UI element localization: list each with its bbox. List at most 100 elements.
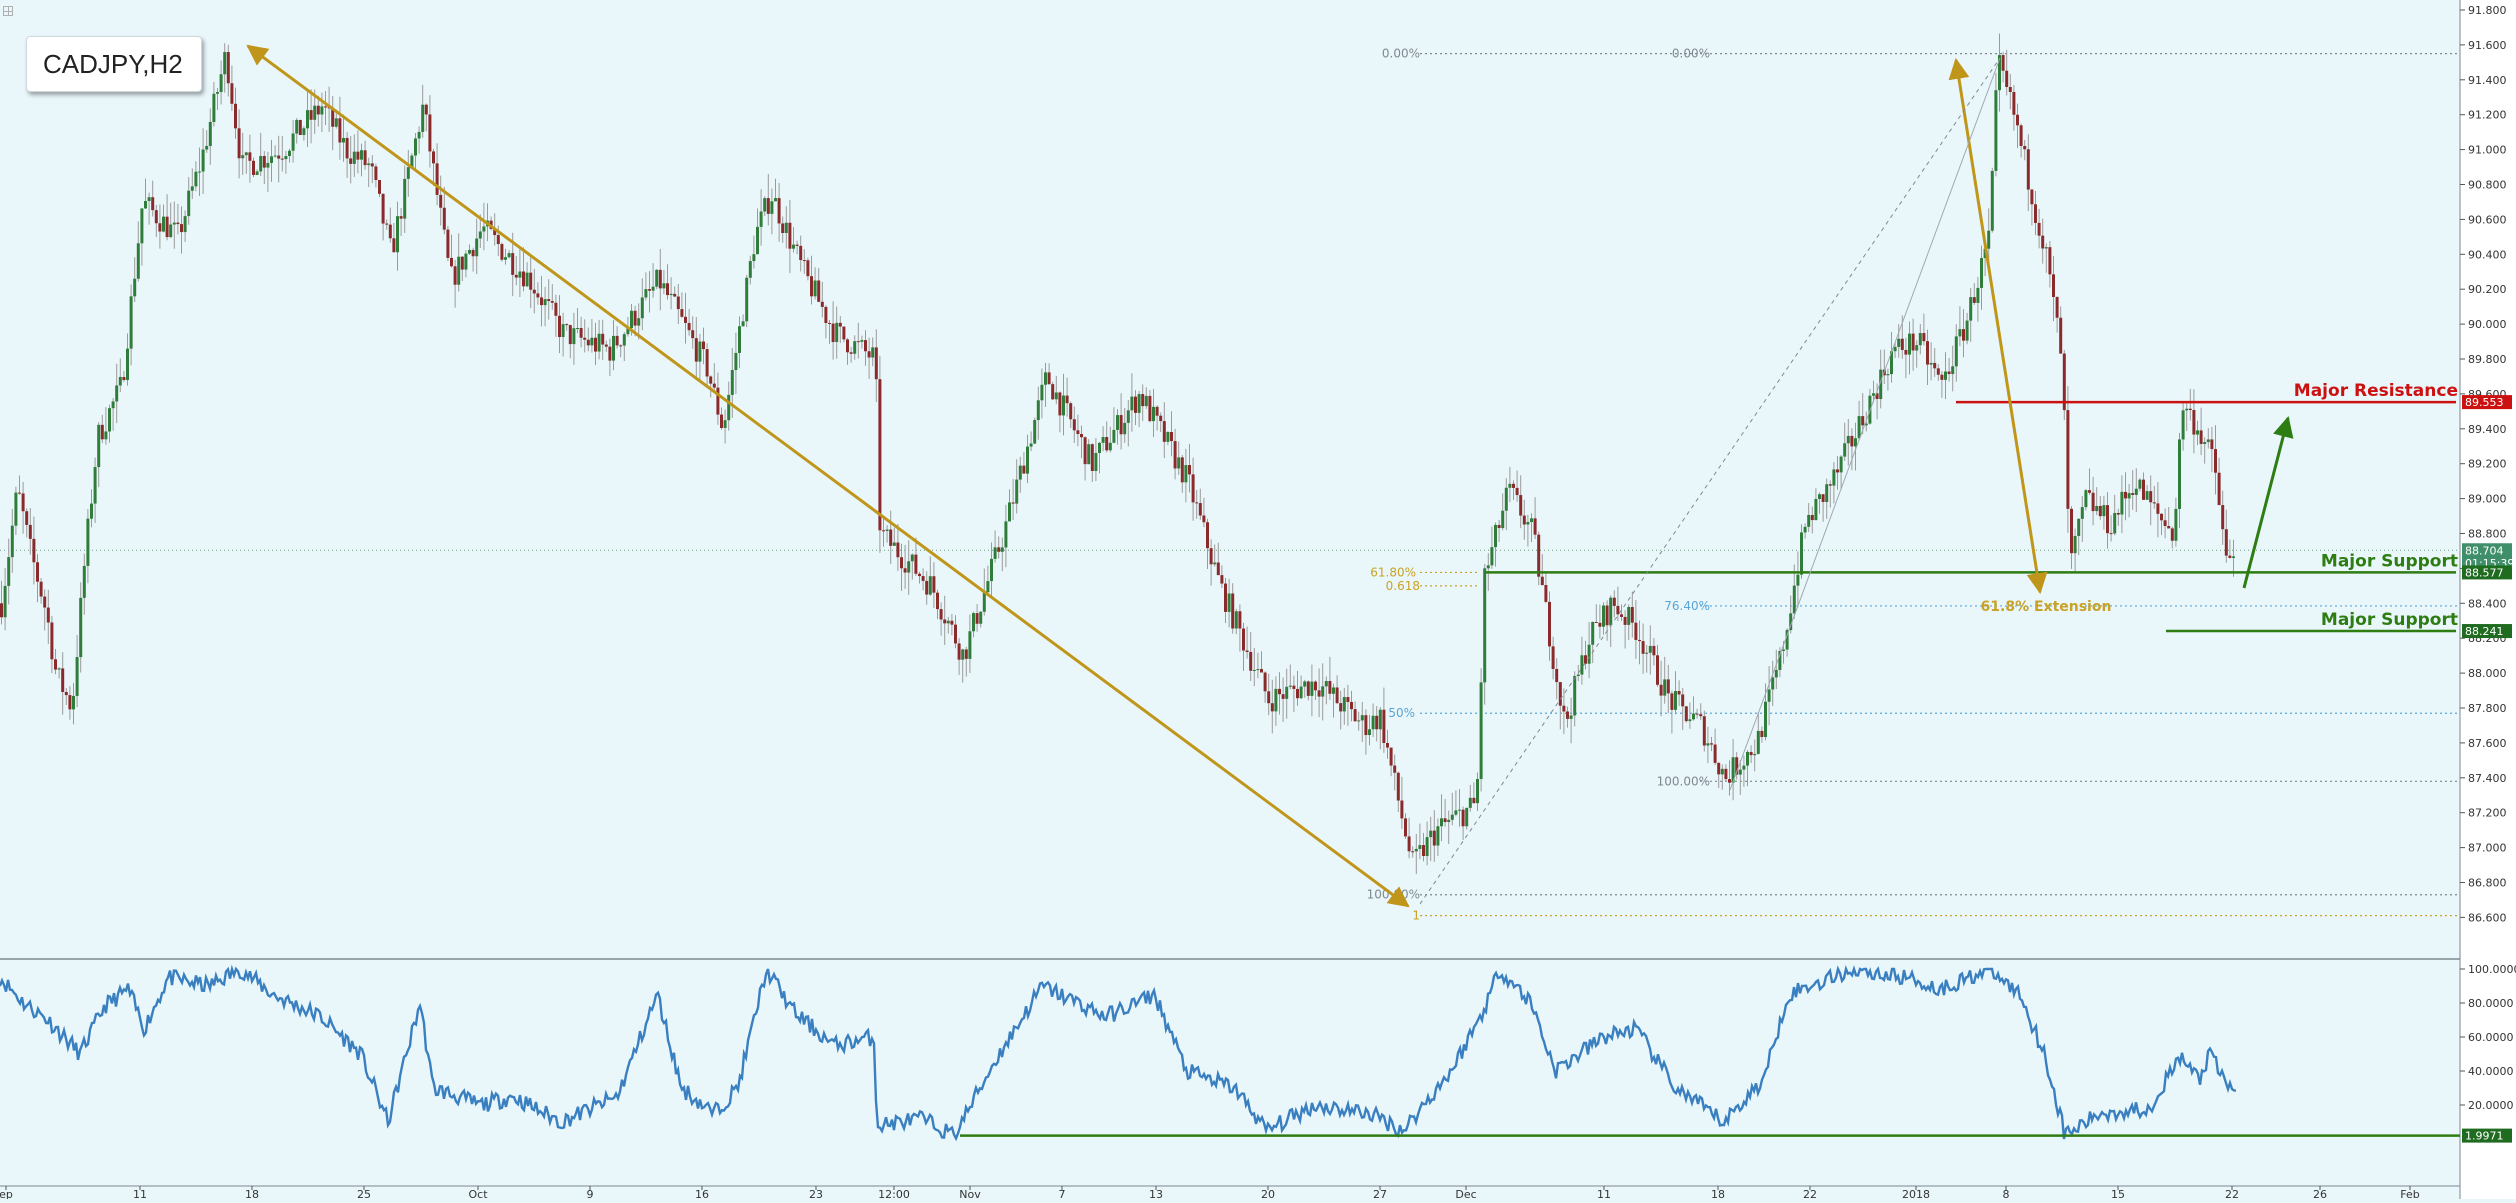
candle-body [918, 573, 921, 577]
candle-body [910, 554, 914, 562]
candle-body [723, 420, 727, 428]
candle-body [270, 156, 273, 163]
candle-body [500, 244, 504, 260]
candle-body [889, 529, 893, 546]
candle-body [2070, 508, 2073, 554]
candle-body [1605, 605, 1609, 626]
candle-body [1490, 547, 1494, 566]
candle-body [1256, 669, 1260, 671]
candle-body [140, 208, 144, 244]
candle-body [1951, 366, 1955, 375]
price-tick-label: 87.000 [2468, 842, 2507, 855]
candle-body [111, 401, 115, 409]
time-tick-label: 23 [809, 1188, 823, 1199]
candle-body [1623, 616, 1627, 625]
candle-body [1828, 484, 1832, 486]
candle-body [2062, 353, 2066, 411]
candle-body [1144, 395, 1148, 407]
time-tick-label: 9 [587, 1188, 594, 1199]
candle-body [2199, 430, 2203, 444]
candle-body [432, 151, 435, 164]
candle-body [295, 119, 299, 134]
candle-body [1969, 297, 1973, 321]
candle-body [165, 216, 169, 238]
candle-body [385, 223, 389, 225]
candle-body [345, 137, 349, 159]
candle-body [1897, 338, 1901, 347]
candle-body [1792, 585, 1796, 614]
candle-body [784, 222, 788, 233]
candle-body [2131, 493, 2135, 495]
price-tick-label: 90.000 [2468, 318, 2507, 331]
candle-body [1029, 443, 1033, 447]
candle-body [961, 649, 965, 660]
candle-body [1389, 747, 1393, 766]
candle-body [939, 609, 943, 620]
candle-body [968, 631, 972, 659]
candle-body [903, 568, 907, 573]
candle-body [738, 326, 741, 353]
candle-body [169, 224, 173, 238]
oscillator-tick-label: 40.0000 [2468, 1065, 2514, 1078]
candle-body [2127, 493, 2131, 499]
price-tick-label: 89.800 [2468, 353, 2507, 366]
candle-body [2113, 512, 2117, 534]
candle-body [586, 339, 590, 346]
candle-body [655, 269, 659, 287]
candle-body [982, 592, 986, 612]
candle-body [1620, 614, 1623, 617]
candle-body [568, 325, 572, 345]
candle-body [414, 138, 417, 156]
candle-body [158, 223, 162, 232]
candle-body [975, 613, 979, 624]
candle-body [1670, 693, 1674, 710]
chart-settings-icon[interactable] [3, 6, 13, 16]
candle-body [2102, 505, 2106, 517]
candle-body [1303, 681, 1307, 687]
candle-body [2170, 528, 2174, 541]
candle-body [374, 166, 378, 180]
candle-body [2098, 505, 2102, 517]
candle-body [324, 106, 327, 108]
candle-body [194, 171, 198, 187]
candle-body [1112, 429, 1116, 443]
candle-body [172, 222, 176, 225]
price-tick-label: 89.000 [2468, 493, 2507, 506]
candle-body [1065, 395, 1069, 404]
candle-body [2016, 114, 2019, 126]
candle-body [1011, 502, 1015, 504]
candle-body [1695, 713, 1699, 715]
candle-body [2037, 222, 2041, 236]
candle-body [1378, 709, 1382, 730]
candle-body [1026, 446, 1029, 474]
candle-body [748, 261, 752, 278]
candle-body [1353, 709, 1357, 722]
time-tick-label: ep [0, 1188, 13, 1199]
price-tick-label: 91.200 [2468, 109, 2507, 122]
candle-body [594, 337, 597, 352]
oscillator-tick-label: 80.0000 [2468, 997, 2514, 1010]
candle-body [1839, 456, 1843, 473]
candle-body [1443, 818, 1447, 823]
candle-body [615, 335, 619, 346]
candle-body [1162, 421, 1166, 442]
bullish-projection-arrow [2242, 415, 2294, 589]
candle-body [396, 216, 399, 253]
candle-body [352, 151, 356, 164]
candle-body [1486, 565, 1490, 569]
candle-body [21, 493, 25, 512]
candle-body [734, 352, 738, 371]
candle-body [583, 337, 587, 340]
candle-body [460, 256, 464, 270]
fib-left-label: 0.00% [1382, 47, 1420, 61]
candle-body [547, 299, 551, 302]
candle-body [298, 119, 302, 135]
candle-body [507, 253, 511, 258]
candle-body [554, 302, 558, 316]
candle-body [1753, 753, 1757, 756]
candle-body [504, 257, 507, 260]
time-tick-label: 27 [1373, 1188, 1387, 1199]
candle-body [1594, 622, 1598, 624]
candle-body [730, 370, 734, 395]
candle-body [1418, 845, 1422, 849]
